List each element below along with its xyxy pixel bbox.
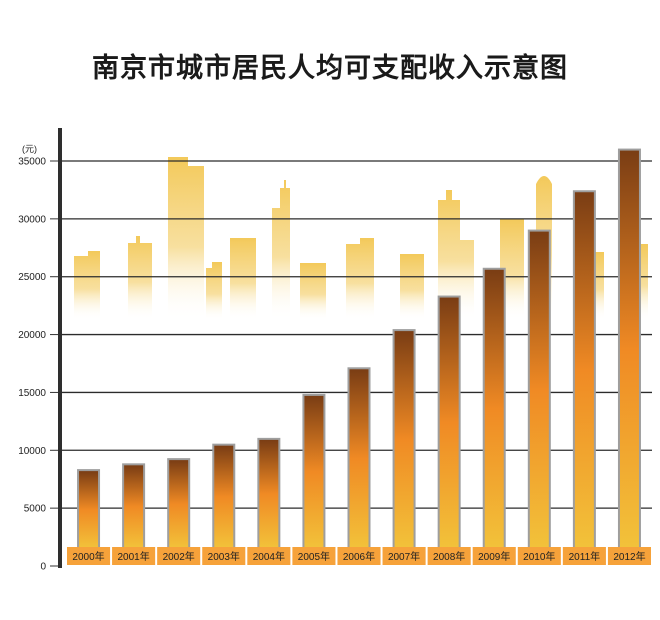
bar	[529, 231, 549, 549]
category-label: 2004年	[253, 550, 285, 563]
category-label-bg	[562, 547, 606, 565]
y-tick-label: 25000	[18, 272, 46, 283]
chart-title: 南京市城市居民人均可支配收入示意图	[92, 53, 568, 84]
category-label: 2008年	[433, 550, 465, 563]
bar	[214, 445, 234, 548]
y-tick-label: 15000	[18, 388, 46, 399]
category-label: 2001年	[117, 550, 149, 563]
bar	[304, 395, 324, 548]
category-label: 2005年	[298, 550, 330, 563]
category-label: 2002年	[163, 550, 195, 563]
bar	[349, 369, 369, 548]
category-label-bg	[517, 547, 561, 565]
category-label-bg	[67, 547, 111, 565]
category-label: 2006年	[343, 550, 375, 563]
category-label: 2007年	[388, 550, 420, 563]
skyline-background	[74, 157, 648, 320]
bar	[439, 297, 459, 548]
category-label-bg	[427, 547, 471, 565]
bar	[619, 150, 639, 549]
y-tick-label: 20000	[18, 330, 46, 341]
y-tick-label: 5000	[24, 504, 47, 515]
y-tick-label: 10000	[18, 446, 46, 457]
category-label: 2010年	[523, 550, 555, 563]
category-label-bg	[202, 547, 246, 565]
bar	[394, 331, 414, 548]
category-label: 2011年	[569, 550, 601, 563]
y-tick-label: 35000	[18, 157, 46, 168]
y-axis: 0 5000 10000 15000 20000 25000 30000 35000	[18, 128, 62, 573]
category-label: 2012年	[613, 550, 645, 563]
y-unit-label: (元)	[22, 144, 37, 154]
bar	[259, 439, 279, 548]
bars	[77, 148, 641, 549]
bar	[574, 192, 594, 548]
category-label: 2009年	[478, 550, 510, 563]
category-label-bg	[292, 547, 336, 565]
category-label-bg	[112, 547, 156, 565]
category-label-bg	[247, 547, 291, 565]
bar	[169, 460, 189, 548]
bar	[484, 269, 504, 548]
category-label-bg	[337, 547, 381, 565]
category-label-bg	[157, 547, 201, 565]
category-label: 2000年	[72, 550, 104, 563]
category-labels: 2000年 2001年 2002年 2003年 2004年 2005年 2006年 2007年…	[67, 547, 651, 565]
category-label-bg	[382, 547, 426, 565]
category-label-bg	[607, 547, 651, 565]
y-tick-label: 0	[40, 562, 46, 573]
y-axis-line	[58, 128, 62, 568]
bar	[79, 471, 99, 548]
category-label: 2003年	[208, 550, 240, 563]
category-label-bg	[472, 547, 516, 565]
y-tick-label: 30000	[18, 214, 46, 225]
bar	[124, 465, 144, 548]
